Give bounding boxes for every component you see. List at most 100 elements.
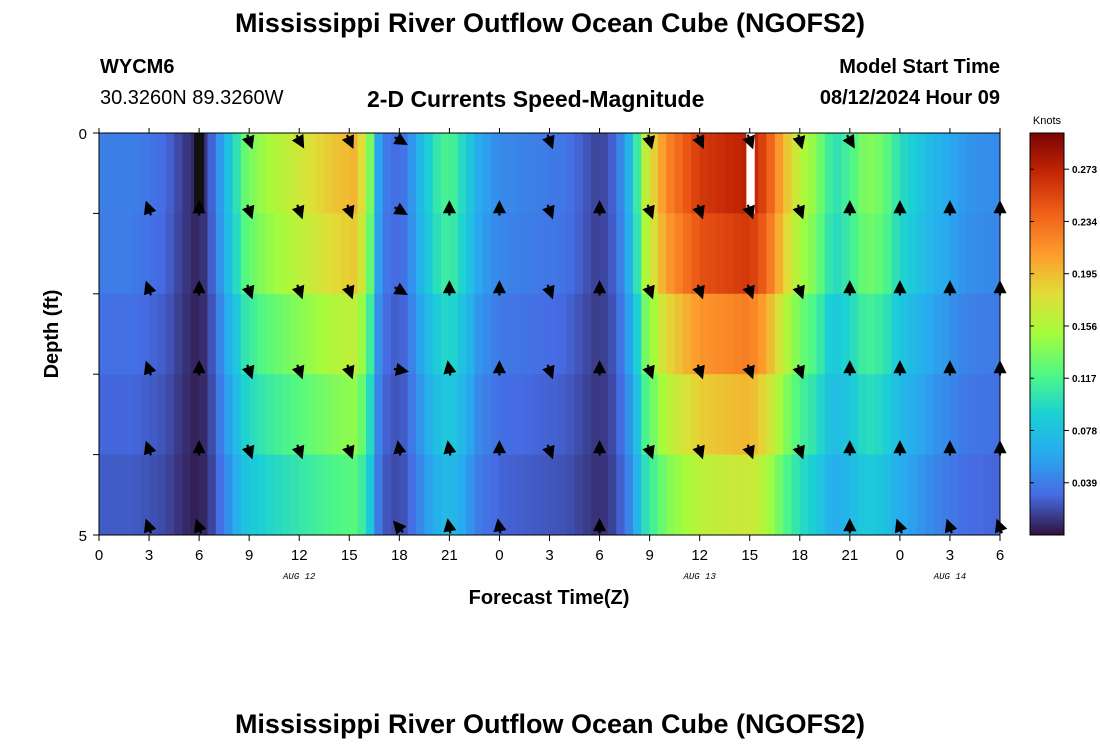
heatmap-cell (666, 454, 676, 535)
heatmap-cell (599, 293, 609, 375)
heatmap-cell (674, 454, 684, 535)
heatmap-cell (841, 293, 851, 375)
heatmap-cell (883, 213, 893, 295)
heatmap-cell (733, 454, 742, 535)
heatmap-cell (315, 293, 325, 375)
heatmap-cell (240, 293, 250, 375)
heatmap-cell (532, 454, 542, 535)
heatmap-cell (866, 454, 876, 535)
heatmap-cell (841, 213, 851, 295)
current-vector-arrow (393, 132, 408, 146)
heatmap-cell (307, 374, 317, 456)
heatmap-cell (674, 374, 684, 456)
heatmap-cell (691, 454, 701, 535)
heatmap-cell (249, 374, 259, 456)
current-vector-arrow (692, 284, 705, 300)
colorbar-unit: Knots (1033, 115, 1062, 127)
heatmap-cell (349, 213, 359, 295)
heatmap-cell (841, 374, 851, 456)
heatmap-cell (457, 454, 467, 535)
heatmap-cell (774, 374, 784, 456)
colorbar-gradient (1029, 132, 1065, 536)
heatmap-cell (866, 133, 876, 214)
heatmap-cell (749, 293, 759, 375)
heatmap-cell (741, 213, 751, 295)
missing-cell (194, 133, 205, 214)
heatmap-cell (382, 133, 392, 214)
heatmap-cell (557, 213, 567, 295)
current-vector-arrow (143, 200, 157, 216)
heatmap-cell (599, 213, 609, 295)
heatmap-cell (941, 374, 951, 456)
heatmap-cell (307, 213, 317, 295)
heatmap-cell (699, 454, 709, 535)
heatmap-cell (140, 133, 150, 214)
heatmap-cell (874, 213, 884, 295)
heatmap-cell (824, 133, 834, 214)
heatmap-cell (441, 454, 450, 535)
heatmap-cell (557, 374, 567, 456)
heatmap-cell (758, 213, 767, 295)
heatmap-cell (791, 374, 801, 456)
heatmap-cell (816, 293, 826, 375)
colorbar-tick-label: 0.234 (1072, 217, 1097, 228)
heatmap-cell (140, 454, 150, 535)
heatmap-cell (949, 133, 959, 214)
heatmap-cell (582, 293, 592, 375)
heatmap-cell (657, 454, 667, 535)
heatmap-cell (833, 133, 843, 214)
heatmap-cell (265, 454, 275, 535)
heatmap-cell (941, 213, 951, 295)
current-vector-arrow (393, 282, 408, 296)
x-tick-label: 15 (741, 547, 758, 564)
x-tick-label: 12 (691, 547, 708, 564)
heatmap-cell (983, 454, 993, 535)
heatmap-cell (424, 133, 434, 214)
heatmap-cell (174, 213, 184, 295)
x-tick-label: 0 (95, 547, 103, 564)
current-vector-arrow (642, 444, 655, 460)
heatmap-cell (290, 213, 300, 295)
heatmap-cell (441, 374, 450, 456)
heatmap-cell (741, 293, 751, 375)
heatmap-cell (491, 454, 501, 535)
heatmap-cell (157, 374, 167, 456)
heatmap-cell (991, 213, 1000, 295)
heatmap-cell (115, 213, 125, 295)
heatmap-cell (958, 293, 968, 375)
heatmap-cell (716, 133, 726, 214)
heatmap-cell (224, 133, 234, 214)
heatmap-cell (407, 133, 417, 214)
heatmap-cell (340, 374, 350, 456)
heatmap-cell (958, 133, 968, 214)
heatmap-cell (766, 213, 776, 295)
current-vector-arrow (692, 444, 705, 460)
heatmap-cell (274, 374, 284, 456)
heatmap-cell (365, 293, 375, 375)
heatmap-cell (524, 374, 534, 456)
heatmap-cell (324, 293, 334, 375)
heatmap-cell (532, 133, 542, 214)
heatmap-cell (107, 374, 117, 456)
heatmap-cell (849, 374, 859, 456)
heatmap-cell (532, 293, 542, 375)
heatmap-cell (240, 374, 250, 456)
heatmap-cell (516, 374, 526, 456)
heatmap-cell (165, 133, 175, 214)
heatmap-cell (549, 374, 559, 456)
heatmap-cell (816, 374, 826, 456)
current-vector-arrow (542, 134, 555, 150)
heatmap-cell (274, 454, 284, 535)
heatmap-cell (791, 293, 801, 375)
heatmap-cell (682, 213, 692, 295)
heatmap-cell (824, 293, 834, 375)
heatmap-cell (174, 293, 184, 375)
heatmap-cell (741, 454, 751, 535)
heatmap-cell (858, 213, 868, 295)
heatmap-cell (899, 374, 909, 456)
current-vector-arrow (341, 204, 355, 220)
heatmap-cell (215, 454, 225, 535)
heatmap-cell (432, 213, 442, 295)
heatmap-cell (424, 293, 434, 375)
current-vector-arrow (291, 133, 305, 149)
